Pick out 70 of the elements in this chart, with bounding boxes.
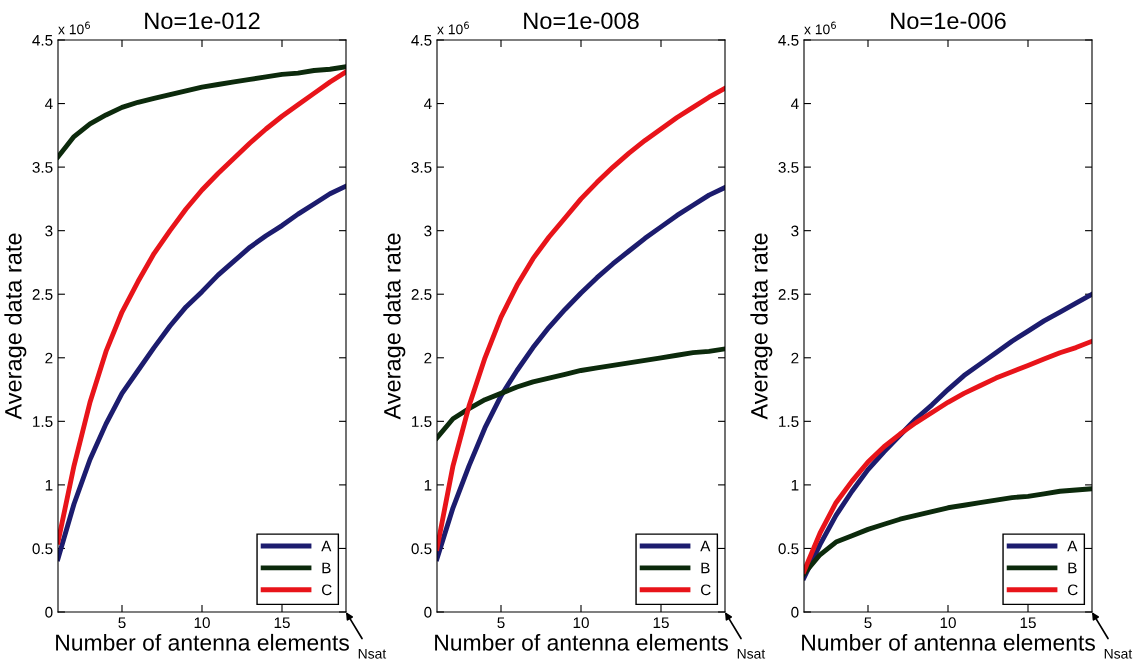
chart-title: No=1e-006: [891, 12, 1006, 30]
line-series: [804, 338, 1092, 574]
y-tick-label: 3.5: [778, 161, 799, 173]
y-tick-label: 4: [44, 98, 53, 110]
y-tick-label: 1: [791, 479, 799, 491]
y-tick-label: 0.5: [411, 543, 432, 555]
text: x 10$^{6}$: [58, 21, 90, 35]
y-tick-label: 4.5: [411, 35, 432, 46]
y-tick-label: 2: [45, 352, 53, 364]
line-series: [58, 183, 346, 562]
line-series: [58, 64, 346, 160]
y-tick-label: 3: [45, 225, 53, 237]
line-series: [437, 185, 725, 562]
line-series: [437, 85, 725, 551]
y-tick-label: 1: [45, 479, 53, 491]
y-tick-label: 0.5: [778, 543, 799, 555]
chart-title: No=1e-012: [145, 12, 260, 30]
x-tick-label: 15: [1020, 617, 1036, 629]
y-tick-label: 2: [424, 352, 432, 364]
y-tick-label: 4.5: [778, 35, 799, 46]
x-tick-label: 5: [118, 617, 126, 629]
x-axis-title: Number of antenna elements: [802, 633, 1095, 651]
line-series: [437, 346, 725, 441]
y-tick-label: 3.5: [32, 161, 53, 173]
legend-label: C: [321, 584, 332, 596]
legend-label: A: [700, 540, 711, 552]
y-tick-label: 0: [424, 606, 432, 618]
x-axis-title: Number of antenna elements: [56, 633, 349, 651]
x-tick-label: 10: [940, 617, 956, 629]
y-tick-label: 1.5: [33, 416, 53, 428]
legend-label: C: [1067, 584, 1078, 596]
legend-label: A: [1067, 540, 1078, 552]
x-tick-label: 10: [194, 617, 210, 629]
text: Nsat: [358, 648, 387, 659]
y-tick-label: 4.5: [32, 35, 53, 46]
y-tick-label: 0: [791, 606, 799, 618]
y-tick-label: 0: [45, 606, 53, 618]
y-axis-title: Average data rate: [383, 233, 406, 420]
x-tick-label: 15: [274, 617, 290, 629]
line-series: [804, 486, 1092, 577]
y-tick-label: 4: [790, 98, 799, 110]
text: Nsat: [1104, 648, 1133, 659]
y-tick-label: 2: [791, 352, 799, 364]
x-tick-label: 5: [864, 617, 872, 629]
y-tick-label: 1.5: [412, 416, 432, 428]
y-axis-title: Average data rate: [750, 233, 773, 420]
y-tick-label: 2.5: [411, 289, 432, 300]
x-axis-title: Number of antenna elements: [435, 633, 728, 651]
y-axis-title: Average data rate: [4, 233, 27, 420]
text: x 10$^{6}$: [437, 21, 469, 35]
y-tick-label: 2.5: [778, 289, 799, 300]
text: Nsat: [737, 648, 766, 659]
y-tick-label: 1: [424, 479, 432, 491]
y-tick-label: 1.5: [779, 416, 799, 428]
y-tick-label: 3.5: [411, 161, 432, 173]
y-tick-label: 4: [423, 98, 432, 110]
x-tick-label: 10: [573, 617, 589, 629]
legend-label: B: [322, 562, 331, 574]
chart-title: No=1e-008: [524, 12, 639, 30]
legend-label: C: [700, 584, 711, 596]
x-tick-label: 5: [497, 617, 505, 629]
legend-label: A: [321, 540, 332, 552]
x-tick-label: 15: [653, 617, 669, 629]
text: x 10$^{6}$: [804, 21, 836, 35]
y-tick-label: 0.5: [32, 543, 53, 555]
y-tick-label: 2.5: [32, 289, 53, 300]
y-tick-label: 3: [424, 225, 432, 237]
legend-label: B: [1068, 562, 1077, 574]
y-tick-label: 3: [791, 225, 799, 237]
legend-label: B: [701, 562, 710, 574]
